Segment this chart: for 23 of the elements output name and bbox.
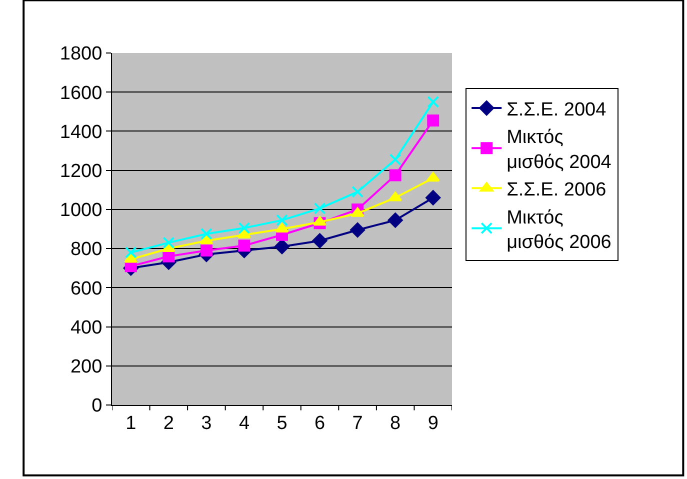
y-tick-label: 600 bbox=[70, 278, 102, 300]
x-tick-label: 1 bbox=[126, 412, 136, 434]
x-tick-label: 2 bbox=[163, 412, 174, 434]
legend-label: Σ.Σ.Ε. 2006 bbox=[506, 180, 606, 201]
y-tick-label: 0 bbox=[92, 396, 102, 417]
y-tick-label: 800 bbox=[70, 239, 102, 260]
x-tick-label: 8 bbox=[390, 412, 401, 434]
x-tick-label: 7 bbox=[352, 412, 363, 434]
y-tick-label: 400 bbox=[70, 317, 102, 338]
y-tick-label: 1000 bbox=[60, 200, 102, 222]
y-tick-label: 1600 bbox=[60, 82, 102, 104]
legend-label: Σ.Σ.Ε. 2004 bbox=[506, 99, 607, 120]
x-tick-label: 6 bbox=[314, 412, 326, 434]
y-tick-label: 1400 bbox=[60, 122, 102, 143]
y-tick-label: 1200 bbox=[60, 160, 102, 182]
x-tick-label: 9 bbox=[428, 412, 438, 434]
legend-label: Μικτός μισθός 2006 bbox=[506, 207, 612, 253]
y-tick-label: 1800 bbox=[60, 44, 102, 65]
legend-label: Μικτός μισθός 2004 bbox=[506, 127, 612, 173]
x-tick-label: 3 bbox=[201, 412, 212, 434]
x-tick-label: 5 bbox=[276, 412, 288, 434]
x-tick-label: 4 bbox=[238, 412, 250, 434]
y-tick-label: 200 bbox=[70, 356, 102, 378]
